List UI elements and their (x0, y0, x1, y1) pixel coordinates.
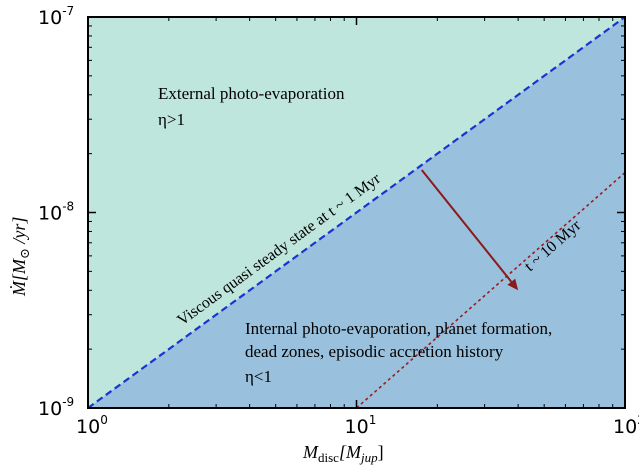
region-internal-eta: η<1 (245, 367, 272, 386)
x-tick-label: 101 (345, 413, 377, 438)
region-external-label: External photo-evaporation (158, 84, 345, 103)
region-external-eta: η>1 (158, 110, 185, 129)
axis-labels-layer: Mdisc[Mjup] Ṁ[M⊙ /yr] (9, 217, 384, 465)
region-internal-label-2: dead zones, episodic accretion history (245, 342, 504, 361)
x-tick-label: 102 (613, 413, 639, 438)
x-axis-label: Mdisc[Mjup] (302, 442, 384, 465)
ticks-layer: 100 101 102 10-9 10-8 10-7 (38, 4, 639, 438)
series-line-1 (87, 16, 626, 409)
x-tick-label: 100 (76, 413, 108, 438)
y-axis-label: Ṁ[M⊙ /yr] (9, 217, 32, 297)
y-tick-label: 10-8 (38, 200, 74, 225)
lines-layer (87, 16, 626, 409)
arrow-head (507, 278, 519, 291)
arrow-shaft (420, 169, 513, 283)
region-internal-label-1: Internal photo-evaporation, planet forma… (245, 319, 552, 338)
y-tick-label: 10-9 (38, 395, 74, 420)
y-tick-label: 10-7 (38, 4, 74, 29)
